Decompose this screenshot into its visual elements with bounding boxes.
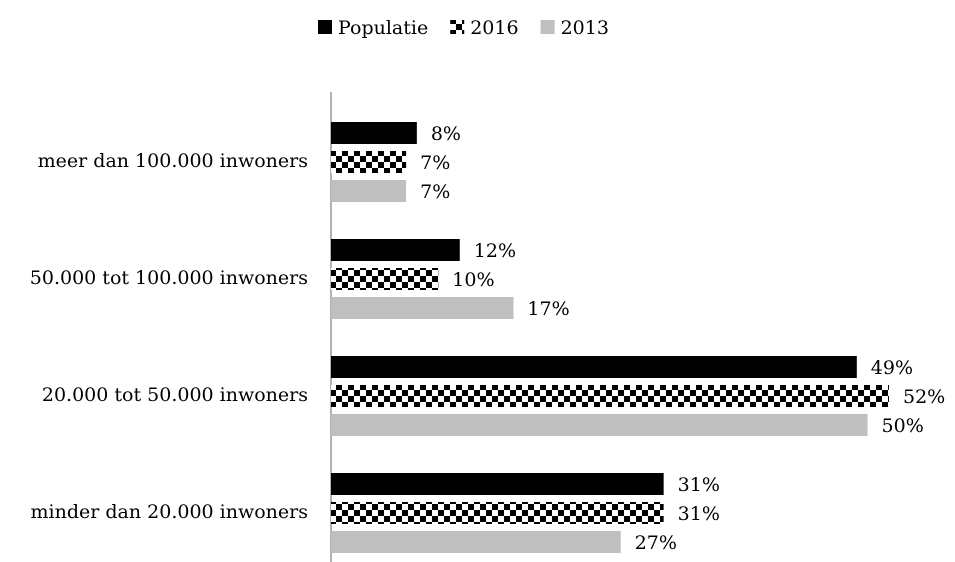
y-tick-label: 50.000 tot 100.000 inwoners [30,267,308,289]
y-tick-label: meer dan 100.000 inwoners [38,150,308,172]
value-label: 31% [678,503,720,525]
bar [331,239,460,261]
value-label: 27% [635,532,677,554]
value-label: 50% [882,415,924,437]
bar [331,385,889,407]
bar [331,268,439,290]
bar [331,122,417,144]
legend-label: 2013 [561,17,609,39]
value-label: 7% [420,152,450,174]
bar [331,531,621,553]
bar [331,473,664,495]
bar [331,180,407,202]
bar [331,151,407,173]
value-label: 10% [452,269,494,291]
legend-label: 2016 [470,17,518,39]
value-label: 31% [678,474,720,496]
bar [331,297,514,319]
value-label: 49% [871,357,913,379]
value-label: 52% [903,386,945,408]
value-label: 12% [474,240,516,262]
bar [331,414,868,436]
y-tick-label: 20.000 tot 50.000 inwoners [42,384,308,406]
legend-swatch [540,20,555,34]
value-label: 7% [420,181,450,203]
y-tick-label: minder dan 20.000 inwoners [31,501,308,523]
value-label: 17% [527,298,569,320]
legend-label: Populatie [338,17,428,39]
value-label: 8% [431,123,461,145]
legend-swatch [450,20,465,34]
legend-swatch [318,20,332,34]
bar [331,356,857,378]
bar [331,502,664,524]
